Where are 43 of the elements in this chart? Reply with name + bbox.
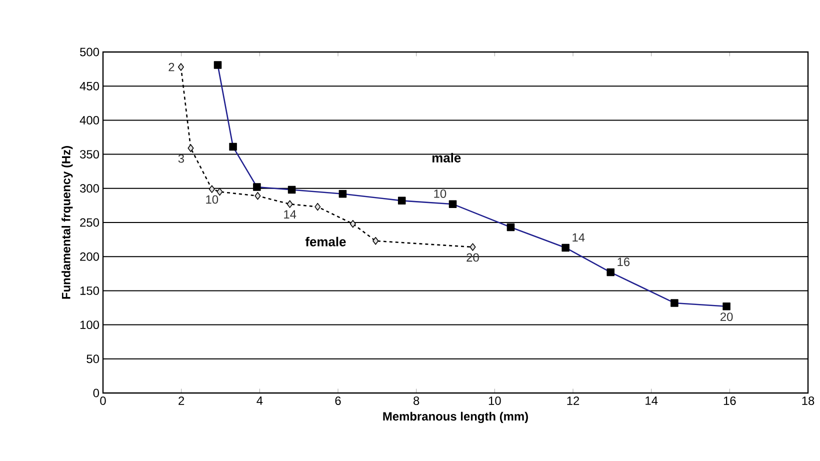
annotation: 3 (178, 154, 184, 163)
x-tick-label: 4 (256, 396, 263, 405)
annotation: 14 (284, 210, 296, 218)
y-tick-label: 0 (93, 388, 100, 398)
y-tick-label: 450 (80, 82, 100, 90)
annotation: 14 (572, 233, 585, 242)
annotation: 10 (434, 189, 446, 198)
y-tick-label: 200 (80, 252, 100, 261)
x-tick-label: 2 (178, 396, 184, 405)
y-tick-label: 500 (80, 48, 100, 56)
point (188, 144, 194, 152)
x-tick-label: 8 (414, 396, 420, 405)
text: male (432, 152, 461, 162)
y-tick-label: 300 (80, 184, 100, 193)
point (372, 237, 379, 245)
x-tick-label: 10 (488, 396, 501, 405)
y-tick-label: 350 (80, 150, 100, 159)
x-tick-label: 16 (724, 396, 736, 405)
y-tick-label: 150 (80, 286, 100, 295)
point (286, 200, 293, 208)
series-label: female (305, 236, 346, 246)
point (350, 220, 356, 228)
annotation: 16 (618, 258, 630, 266)
y-tick-label: 250 (80, 218, 100, 227)
point (470, 243, 476, 251)
point (208, 185, 215, 193)
x-tick-label: 18 (802, 396, 814, 405)
y-axis-title: Fundamental frquency (Hz) (62, 146, 73, 299)
point (254, 192, 261, 200)
y-tick-label: 400 (80, 116, 100, 124)
x-tick-label: 6 (335, 396, 341, 405)
x-tick-label: 14 (646, 396, 658, 405)
annotation: 2 (168, 62, 174, 72)
annotation: 10 (206, 195, 218, 204)
x-tick-label: 0 (100, 396, 106, 405)
x-tick-label: 12 (567, 396, 580, 405)
y-tick-label: 100 (80, 320, 100, 330)
point (178, 63, 184, 71)
x-axis-title: Membranous length (mm) (383, 412, 528, 424)
annotation: 20 (720, 312, 733, 322)
point (216, 188, 223, 196)
point (314, 202, 321, 211)
y-tick-label: 50 (86, 354, 100, 364)
